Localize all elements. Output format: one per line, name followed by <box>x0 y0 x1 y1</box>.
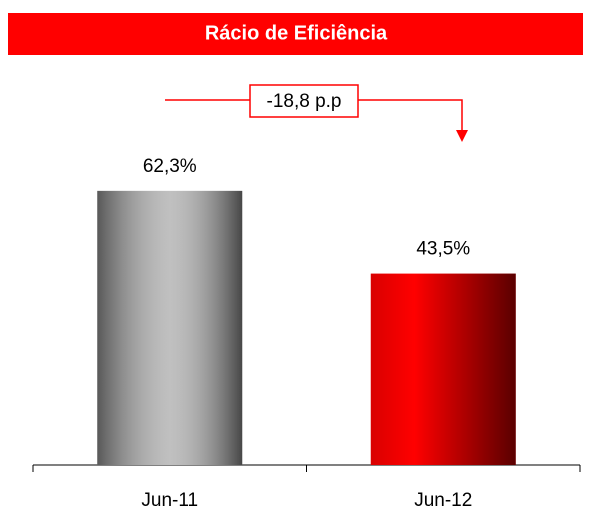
value-label: 43,5% <box>416 239 470 260</box>
annotation-line <box>358 99 463 132</box>
annotation-arrow <box>456 130 468 142</box>
annotation: -18,8 p.p <box>165 84 468 142</box>
bar-shade <box>370 273 516 465</box>
value-label: 62,3% <box>143 156 197 177</box>
x-tick-label: Jun-12 <box>414 490 472 511</box>
x-tick-label: Jun-11 <box>141 490 198 511</box>
annotation-box <box>249 84 359 118</box>
chart-title: Rácio de Eficiência <box>205 22 388 44</box>
annotation-text: -18,8 p.p <box>267 91 342 112</box>
title-banner <box>8 13 583 55</box>
bar-shade <box>97 190 243 465</box>
